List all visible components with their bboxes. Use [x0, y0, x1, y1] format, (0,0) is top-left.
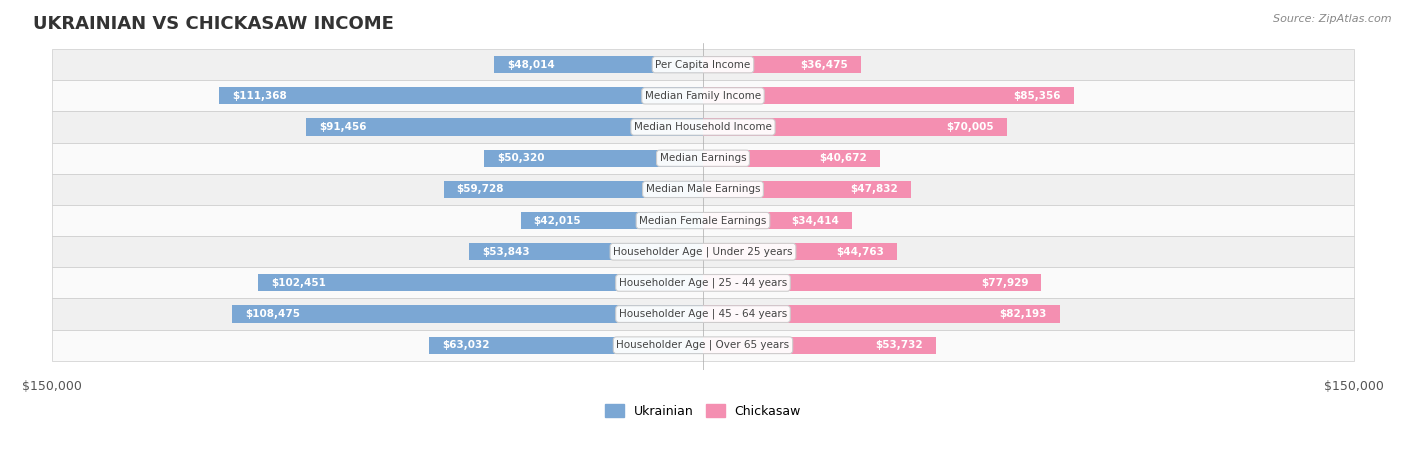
Text: Source: ZipAtlas.com: Source: ZipAtlas.com — [1274, 14, 1392, 24]
Text: Per Capita Income: Per Capita Income — [655, 60, 751, 70]
FancyBboxPatch shape — [703, 149, 880, 167]
FancyBboxPatch shape — [232, 305, 703, 323]
Text: Householder Age | 45 - 64 years: Householder Age | 45 - 64 years — [619, 309, 787, 319]
Text: $59,728: $59,728 — [457, 184, 505, 194]
FancyBboxPatch shape — [52, 49, 1354, 80]
Text: Householder Age | 25 - 44 years: Householder Age | 25 - 44 years — [619, 278, 787, 288]
Text: $53,843: $53,843 — [482, 247, 530, 257]
FancyBboxPatch shape — [520, 212, 703, 229]
Text: $91,456: $91,456 — [319, 122, 367, 132]
Text: $82,193: $82,193 — [1000, 309, 1047, 319]
FancyBboxPatch shape — [703, 243, 897, 260]
FancyBboxPatch shape — [703, 337, 936, 354]
FancyBboxPatch shape — [703, 56, 862, 73]
FancyBboxPatch shape — [259, 274, 703, 291]
FancyBboxPatch shape — [52, 80, 1354, 112]
Text: UKRAINIAN VS CHICKASAW INCOME: UKRAINIAN VS CHICKASAW INCOME — [32, 15, 394, 33]
Text: $77,929: $77,929 — [981, 278, 1028, 288]
FancyBboxPatch shape — [703, 181, 911, 198]
FancyBboxPatch shape — [703, 305, 1060, 323]
Text: $102,451: $102,451 — [271, 278, 326, 288]
FancyBboxPatch shape — [52, 267, 1354, 298]
Text: $42,015: $42,015 — [533, 216, 581, 226]
Text: Median Family Income: Median Family Income — [645, 91, 761, 101]
Text: Median Male Earnings: Median Male Earnings — [645, 184, 761, 194]
Text: Median Earnings: Median Earnings — [659, 153, 747, 163]
FancyBboxPatch shape — [52, 330, 1354, 361]
Text: $70,005: $70,005 — [946, 122, 994, 132]
FancyBboxPatch shape — [52, 174, 1354, 205]
Text: Householder Age | Under 25 years: Householder Age | Under 25 years — [613, 247, 793, 257]
Text: $63,032: $63,032 — [443, 340, 489, 350]
Legend: Ukrainian, Chickasaw: Ukrainian, Chickasaw — [600, 399, 806, 423]
FancyBboxPatch shape — [703, 119, 1007, 135]
FancyBboxPatch shape — [52, 205, 1354, 236]
Text: Median Household Income: Median Household Income — [634, 122, 772, 132]
Text: $50,320: $50,320 — [498, 153, 546, 163]
Text: $47,832: $47,832 — [851, 184, 897, 194]
FancyBboxPatch shape — [52, 298, 1354, 330]
Text: $53,732: $53,732 — [876, 340, 924, 350]
FancyBboxPatch shape — [444, 181, 703, 198]
FancyBboxPatch shape — [495, 56, 703, 73]
FancyBboxPatch shape — [307, 119, 703, 135]
Text: $36,475: $36,475 — [800, 60, 848, 70]
Text: $85,356: $85,356 — [1014, 91, 1060, 101]
FancyBboxPatch shape — [470, 243, 703, 260]
Text: $48,014: $48,014 — [508, 60, 555, 70]
Text: $34,414: $34,414 — [792, 216, 839, 226]
FancyBboxPatch shape — [52, 112, 1354, 142]
Text: Householder Age | Over 65 years: Householder Age | Over 65 years — [616, 340, 790, 351]
FancyBboxPatch shape — [703, 87, 1074, 105]
Text: Median Female Earnings: Median Female Earnings — [640, 216, 766, 226]
Text: $111,368: $111,368 — [232, 91, 287, 101]
FancyBboxPatch shape — [485, 149, 703, 167]
FancyBboxPatch shape — [52, 142, 1354, 174]
Text: $44,763: $44,763 — [837, 247, 884, 257]
FancyBboxPatch shape — [52, 236, 1354, 267]
FancyBboxPatch shape — [219, 87, 703, 105]
Text: $40,672: $40,672 — [818, 153, 866, 163]
FancyBboxPatch shape — [703, 274, 1042, 291]
Text: $108,475: $108,475 — [245, 309, 299, 319]
FancyBboxPatch shape — [429, 337, 703, 354]
FancyBboxPatch shape — [703, 212, 852, 229]
